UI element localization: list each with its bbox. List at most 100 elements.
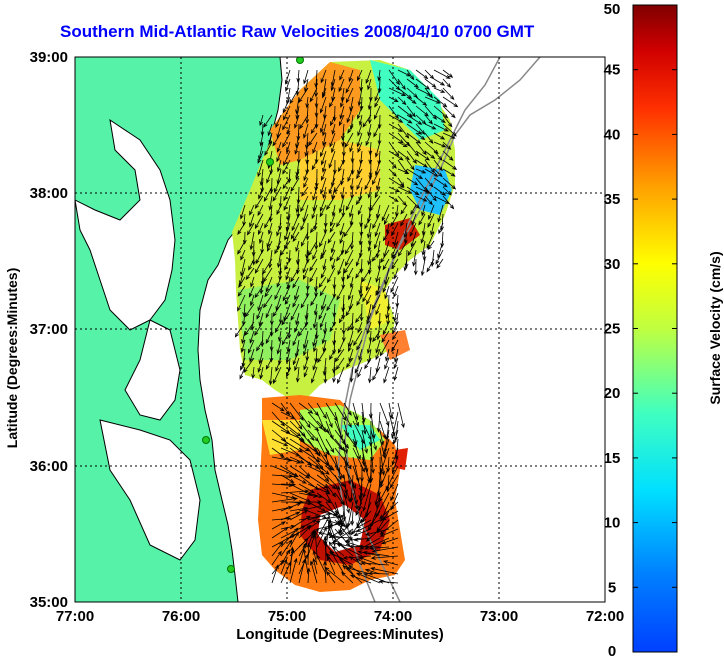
velocity-arrow bbox=[282, 96, 291, 114]
velocity-arrow bbox=[357, 204, 363, 216]
velocity-arrow bbox=[379, 447, 386, 476]
velocity-arrow bbox=[355, 312, 363, 324]
velocity-arrow bbox=[323, 321, 327, 335]
velocity-arrow bbox=[268, 249, 273, 269]
velocity-arrow bbox=[238, 276, 246, 289]
velocity-arrow bbox=[352, 402, 359, 421]
velocity-arrow bbox=[374, 222, 381, 238]
velocity-arrow bbox=[286, 276, 291, 290]
velocity-arrow bbox=[406, 159, 415, 171]
velocity-arrow bbox=[319, 312, 327, 329]
velocity-arrow bbox=[362, 474, 372, 499]
velocity-arrow bbox=[244, 321, 255, 336]
velocity-arrow bbox=[267, 123, 273, 137]
velocity-arrow bbox=[397, 69, 412, 77]
velocity-arrow bbox=[331, 204, 336, 217]
x-tick-label: 77:00 bbox=[56, 608, 94, 625]
velocity-arrow bbox=[339, 105, 345, 120]
velocity-arrow bbox=[259, 366, 264, 380]
velocity-arrow bbox=[374, 87, 381, 102]
velocity-arrow bbox=[269, 339, 274, 352]
velocity-arrow bbox=[383, 366, 390, 384]
velocity-arrow bbox=[345, 566, 372, 575]
velocity-arrow bbox=[367, 240, 372, 252]
velocity-arrow bbox=[276, 204, 282, 216]
velocity-arrow bbox=[353, 528, 372, 537]
velocity-arrow bbox=[312, 249, 318, 261]
velocity-arrow bbox=[294, 141, 300, 155]
velocity-arrow bbox=[289, 411, 303, 430]
velocity-arrow bbox=[433, 186, 447, 196]
velocity-arrow bbox=[258, 231, 264, 244]
station-marker bbox=[296, 57, 304, 64]
velocity-arrow bbox=[311, 204, 318, 220]
velocity-arrow bbox=[424, 150, 436, 160]
velocity-arrow bbox=[298, 483, 316, 494]
velocity-arrow bbox=[393, 285, 399, 298]
velocity-arrow bbox=[312, 330, 318, 348]
velocity-arrow bbox=[339, 222, 345, 236]
velocity-arrow bbox=[280, 549, 291, 566]
velocity-arrow bbox=[308, 132, 318, 147]
velocity-arrow bbox=[313, 530, 318, 557]
velocity-arrow bbox=[384, 357, 390, 370]
colorbar-tick-label: 0 bbox=[608, 643, 616, 659]
x-tick-label: 75:00 bbox=[268, 608, 306, 625]
velocity-arrow bbox=[292, 330, 300, 347]
velocity-arrow bbox=[241, 330, 246, 345]
velocity-arrow bbox=[323, 536, 328, 566]
velocity-arrow bbox=[307, 420, 320, 432]
velocity-arrow bbox=[322, 123, 327, 137]
y-tick-label: 36:00 bbox=[30, 458, 68, 475]
velocity-arrow bbox=[424, 132, 434, 144]
velocity-arrow bbox=[285, 78, 291, 92]
velocity-arrow bbox=[391, 240, 399, 259]
velocity-arrow bbox=[275, 114, 282, 129]
velocity-arrow bbox=[364, 213, 372, 230]
colorbar-tick-label: 20 bbox=[604, 385, 621, 402]
velocity-arrow bbox=[388, 123, 403, 133]
velocity-arrow bbox=[346, 267, 354, 280]
velocity-arrow bbox=[257, 150, 264, 164]
velocity-arrow bbox=[358, 544, 381, 549]
velocity-arrow bbox=[309, 87, 318, 103]
velocity-arrow bbox=[415, 123, 426, 135]
velocity-arrow bbox=[442, 123, 457, 137]
velocity-arrow bbox=[433, 168, 443, 178]
velocity-arrow bbox=[298, 504, 324, 512]
velocity-arrow bbox=[371, 249, 381, 262]
velocity-arrow bbox=[375, 339, 381, 354]
velocity-arrow bbox=[307, 438, 321, 457]
velocity-arrow bbox=[368, 546, 390, 551]
velocity-arrow bbox=[334, 429, 350, 449]
velocity-arrow bbox=[280, 525, 306, 539]
velocity-arrow bbox=[400, 204, 408, 215]
velocity-arrow bbox=[385, 303, 390, 320]
velocity-arrow bbox=[415, 132, 426, 141]
velocity-arrow bbox=[412, 249, 417, 267]
velocity-arrow bbox=[424, 78, 437, 88]
velocity-arrow bbox=[349, 141, 354, 153]
velocity-arrow bbox=[403, 231, 408, 245]
velocity-arrow bbox=[438, 222, 444, 235]
station-marker bbox=[227, 565, 235, 573]
velocity-arrow bbox=[442, 186, 452, 196]
velocity-arrow bbox=[366, 312, 372, 325]
velocity-arrow bbox=[379, 501, 399, 520]
velocity-arrow bbox=[294, 285, 300, 301]
velocity-arrow bbox=[350, 312, 355, 332]
velocity-arrow bbox=[415, 150, 430, 161]
velocity-arrow bbox=[435, 249, 444, 265]
velocity-arrow bbox=[292, 294, 300, 308]
velocity-arrow bbox=[427, 240, 435, 251]
velocity-arrow bbox=[349, 574, 372, 584]
velocity-arrow bbox=[361, 429, 369, 454]
velocity-arrow bbox=[266, 168, 273, 184]
velocity-arrow bbox=[273, 177, 282, 194]
velocity-arrow bbox=[373, 105, 381, 120]
velocity-arrow bbox=[415, 159, 428, 168]
velocity-arrow bbox=[376, 321, 381, 341]
velocity-arrow bbox=[287, 321, 292, 340]
velocity-arrow bbox=[381, 510, 399, 521]
velocity-arrow bbox=[442, 96, 459, 108]
